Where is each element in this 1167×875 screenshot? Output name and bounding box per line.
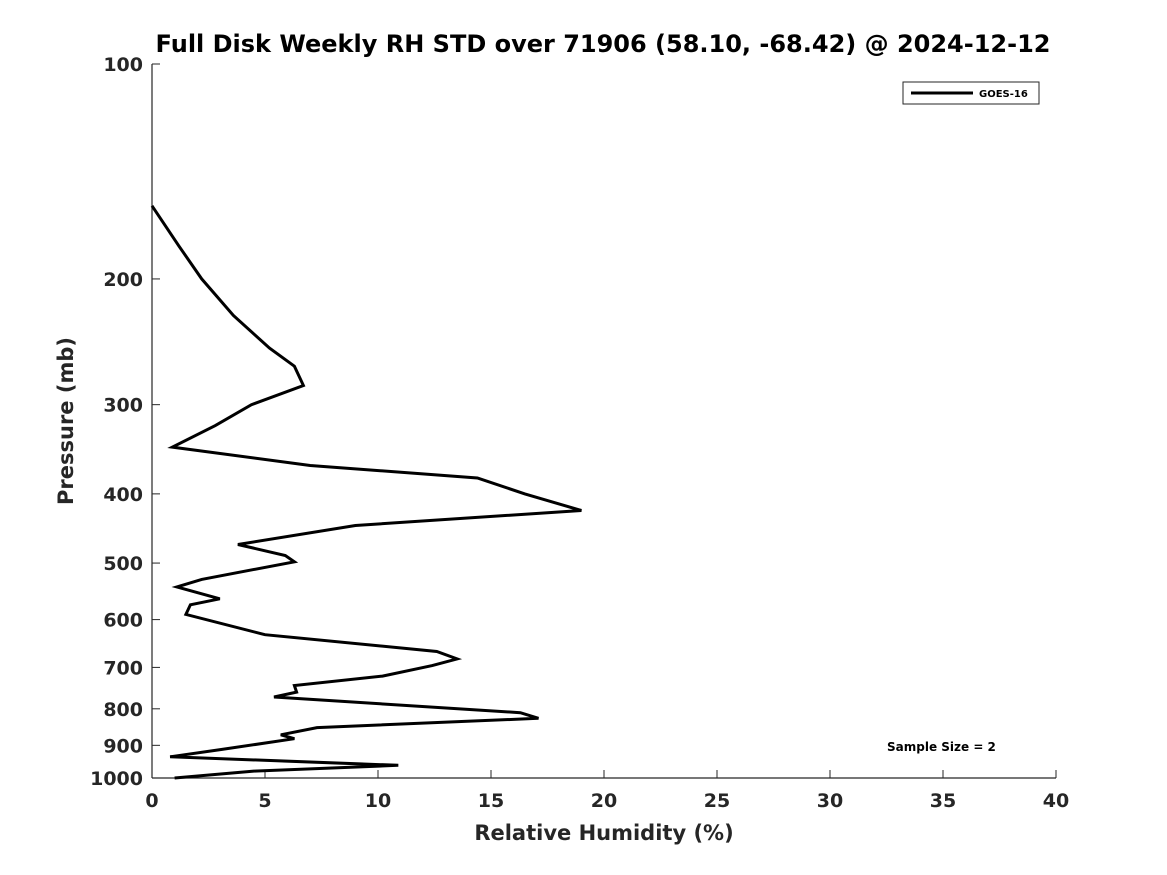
x-tick-label: 10 <box>365 790 391 812</box>
x-tick-label: 20 <box>591 790 617 812</box>
series-line-goes-16 <box>150 204 582 780</box>
x-tick-label: 30 <box>817 790 843 812</box>
x-tick-label: 0 <box>145 790 158 812</box>
y-tick-label: 1000 <box>90 768 143 790</box>
series-group <box>150 204 582 780</box>
x-tick-label: 35 <box>930 790 956 812</box>
y-tick-label: 500 <box>103 553 143 575</box>
x-axis-label: Relative Humidity (%) <box>474 821 733 845</box>
y-tick-label: 800 <box>103 699 143 721</box>
y-tick-label: 400 <box>103 484 143 506</box>
y-tick-label: 200 <box>103 269 143 291</box>
y-tick-label: 900 <box>103 735 143 757</box>
legend-label-goes-16: GOES-16 <box>979 89 1028 100</box>
y-tick-label: 600 <box>103 610 143 632</box>
x-tick-label: 15 <box>478 790 504 812</box>
sample-size-annotation: Sample Size = 2 <box>887 740 996 754</box>
axes <box>151 64 1056 779</box>
x-tick-label: 5 <box>258 790 271 812</box>
y-ticks: 100 200 300 400 500 600 700 800 900 1000 <box>90 54 160 790</box>
x-ticks: 0 5 10 15 20 25 30 35 40 <box>145 770 1069 812</box>
y-tick-label: 100 <box>103 54 143 76</box>
x-tick-label: 40 <box>1043 790 1069 812</box>
y-axis-label: Pressure (mb) <box>54 337 78 505</box>
legend: GOES-16 <box>902 81 1040 105</box>
y-tick-label: 700 <box>103 657 143 679</box>
chart-title: Full Disk Weekly RH STD over 71906 (58.1… <box>156 30 1051 58</box>
x-tick-label: 25 <box>704 790 730 812</box>
y-tick-label: 300 <box>103 395 143 417</box>
